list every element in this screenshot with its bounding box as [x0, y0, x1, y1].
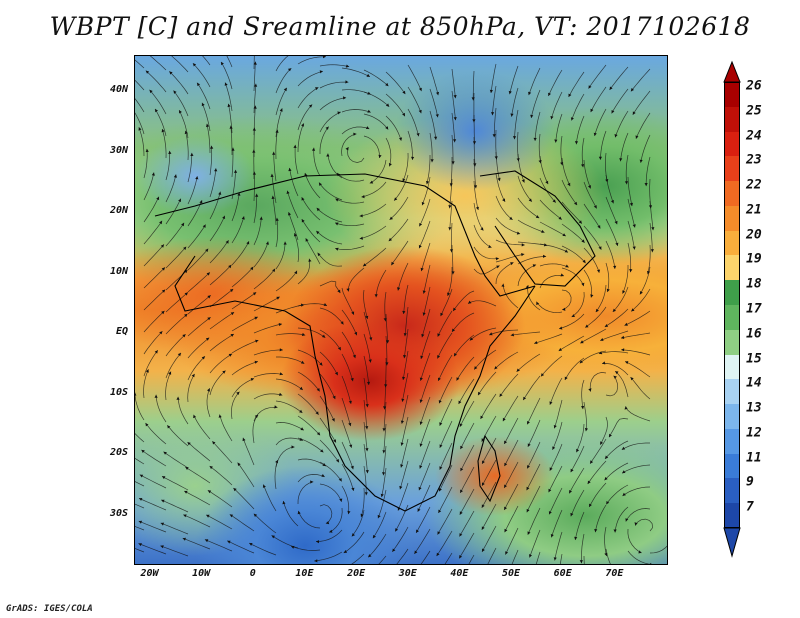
streamline-overlay — [135, 56, 667, 564]
colorbar-segment — [724, 82, 740, 108]
lon-label: 60E — [553, 568, 572, 579]
lat-label: 30S — [109, 507, 128, 519]
wbpt-map-panel — [134, 55, 668, 565]
colorbar-label: 25 — [746, 103, 762, 119]
colorbar-label: 21 — [746, 202, 762, 218]
lon-label: 20E — [347, 568, 366, 579]
colorbar-label: 17 — [746, 301, 762, 317]
colorbar-segment — [724, 305, 740, 331]
colorbar-label: 7 — [746, 499, 754, 515]
lat-label: 10N — [109, 265, 128, 277]
colorbar-segment — [724, 181, 740, 207]
lon-label: 10E — [295, 568, 314, 579]
lon-label: 20W — [140, 568, 159, 579]
colorbar-segment — [724, 106, 740, 133]
colorbar-label: 22 — [746, 177, 762, 193]
colorbar-segment — [724, 156, 740, 182]
colorbar — [724, 82, 740, 529]
colorbar-segment — [724, 329, 740, 356]
colorbar-segment — [724, 404, 740, 430]
lat-label: 30N — [109, 144, 128, 156]
colorbar-label: 24 — [746, 128, 762, 144]
map-title: WBPT [C] and Sreamline at 850hPa, VT: 20… — [49, 12, 751, 41]
lat-label: 20N — [109, 205, 128, 217]
colorbar-label: 11 — [746, 450, 762, 466]
colorbar-segment — [724, 453, 740, 479]
colorbar-segment — [724, 478, 740, 504]
colorbar-segment — [724, 255, 740, 281]
lon-label: 10W — [192, 568, 211, 579]
lon-label: 30E — [398, 568, 417, 579]
colorbar-arrows — [723, 60, 741, 558]
colorbar-label: 18 — [746, 276, 762, 292]
lat-label: 20S — [109, 447, 128, 459]
colorbar-label: 23 — [746, 152, 762, 168]
colorbar-segment — [724, 280, 740, 306]
colorbar-label: 16 — [746, 326, 762, 342]
colorbar-label: 9 — [746, 474, 754, 490]
colorbar-label: 12 — [746, 425, 762, 441]
lat-label: EQ — [115, 326, 128, 338]
colorbar-segment — [724, 354, 740, 380]
lon-label: 50E — [502, 568, 521, 579]
colorbar-label: 19 — [746, 251, 762, 267]
colorbar-segment — [724, 131, 740, 157]
colorbar-label: 20 — [746, 227, 762, 243]
lon-label: 0 — [249, 568, 256, 579]
grads-credit: GrADS: IGES/COLA — [6, 604, 93, 614]
colorbar-label: 15 — [746, 351, 762, 367]
colorbar-segment — [724, 428, 740, 455]
colorbar-segment — [724, 205, 740, 232]
colorbar-label: 14 — [746, 375, 762, 391]
lat-label: 10S — [109, 386, 128, 398]
colorbar-label: 26 — [746, 78, 762, 94]
lon-label: 40E — [450, 568, 469, 579]
lat-label: 40N — [109, 84, 128, 96]
colorbar-segment — [724, 230, 740, 256]
colorbar-segment — [724, 379, 740, 405]
lon-label: 70E — [605, 568, 624, 579]
colorbar-label: 13 — [746, 400, 762, 416]
